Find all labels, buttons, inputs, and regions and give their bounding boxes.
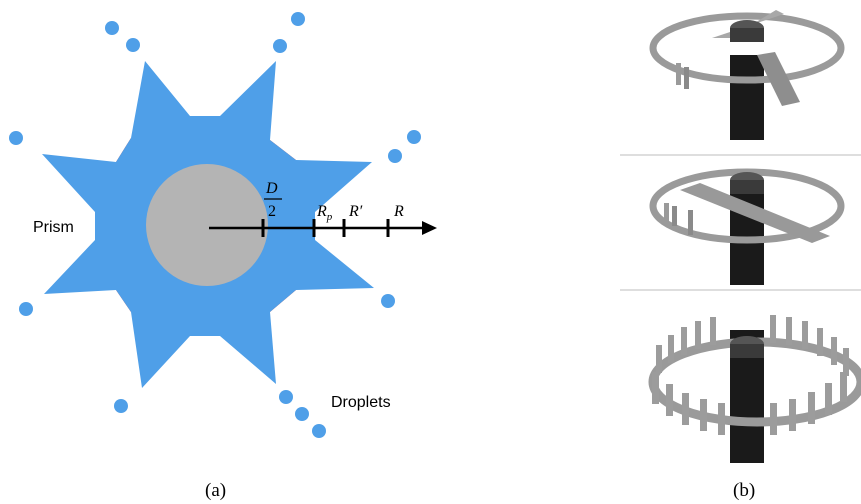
pillar — [786, 317, 792, 345]
pillar — [656, 345, 662, 373]
pillar — [808, 392, 815, 424]
axis-arrowhead — [422, 221, 437, 235]
panel-a: D 2 Rp R′ R Prism Droplets (a) — [9, 12, 437, 501]
droplet — [295, 407, 309, 421]
droplet — [388, 149, 402, 163]
pillar — [718, 403, 725, 435]
arm — [680, 183, 830, 243]
arm — [712, 10, 784, 38]
r-p-label: Rp — [316, 203, 333, 223]
cap-body — [730, 28, 764, 42]
d-denominator: 2 — [268, 203, 276, 220]
droplet — [381, 294, 395, 308]
pillar — [825, 383, 832, 415]
photo-2 — [649, 168, 845, 285]
pillar — [789, 399, 796, 431]
pillar — [770, 403, 777, 435]
radius-axis — [209, 219, 437, 237]
pillar — [682, 393, 689, 425]
d-numerator: D — [265, 180, 278, 197]
pillar — [802, 321, 808, 349]
post — [730, 55, 764, 140]
arm — [757, 52, 800, 106]
droplet — [407, 130, 421, 144]
cap-body — [730, 344, 764, 358]
droplet — [105, 21, 119, 35]
pillar — [700, 399, 707, 431]
droplets-label: Droplets — [331, 394, 391, 411]
r-label: R — [393, 203, 404, 220]
pillar — [840, 372, 847, 402]
droplets — [9, 12, 421, 438]
pillar — [666, 384, 673, 416]
droplet — [9, 131, 23, 145]
core-disk — [146, 164, 268, 286]
pillar — [688, 210, 693, 235]
pillar — [652, 372, 659, 404]
droplet — [19, 302, 33, 316]
droplet — [114, 399, 128, 413]
droplet — [312, 424, 326, 438]
pillar — [695, 321, 701, 349]
d-over-2-label: D 2 — [264, 180, 282, 220]
pillar — [710, 317, 716, 345]
caption-a: (a) — [205, 480, 226, 501]
r-p-sub: p — [326, 211, 333, 223]
droplet — [273, 39, 287, 53]
pillar — [770, 315, 776, 343]
pillar — [817, 328, 823, 356]
r-p-main: R — [316, 203, 327, 220]
pillar — [831, 337, 837, 365]
pillar — [684, 67, 689, 89]
pillar — [672, 206, 677, 226]
caption-b: (b) — [733, 480, 755, 501]
photo-1 — [649, 10, 845, 140]
r-prime-label: R′ — [348, 203, 363, 220]
pillar-row — [652, 315, 849, 435]
ring — [649, 12, 845, 84]
photo-3 — [648, 315, 861, 463]
droplet — [126, 38, 140, 52]
prism-label: Prism — [33, 219, 74, 236]
pillar — [668, 335, 674, 363]
droplet — [279, 390, 293, 404]
cap-body — [730, 180, 764, 194]
pillar — [664, 203, 669, 223]
pillar — [843, 348, 849, 376]
panel-b: (b) — [620, 10, 861, 501]
pillar — [676, 63, 681, 85]
pillar — [681, 327, 687, 355]
droplet — [291, 12, 305, 26]
